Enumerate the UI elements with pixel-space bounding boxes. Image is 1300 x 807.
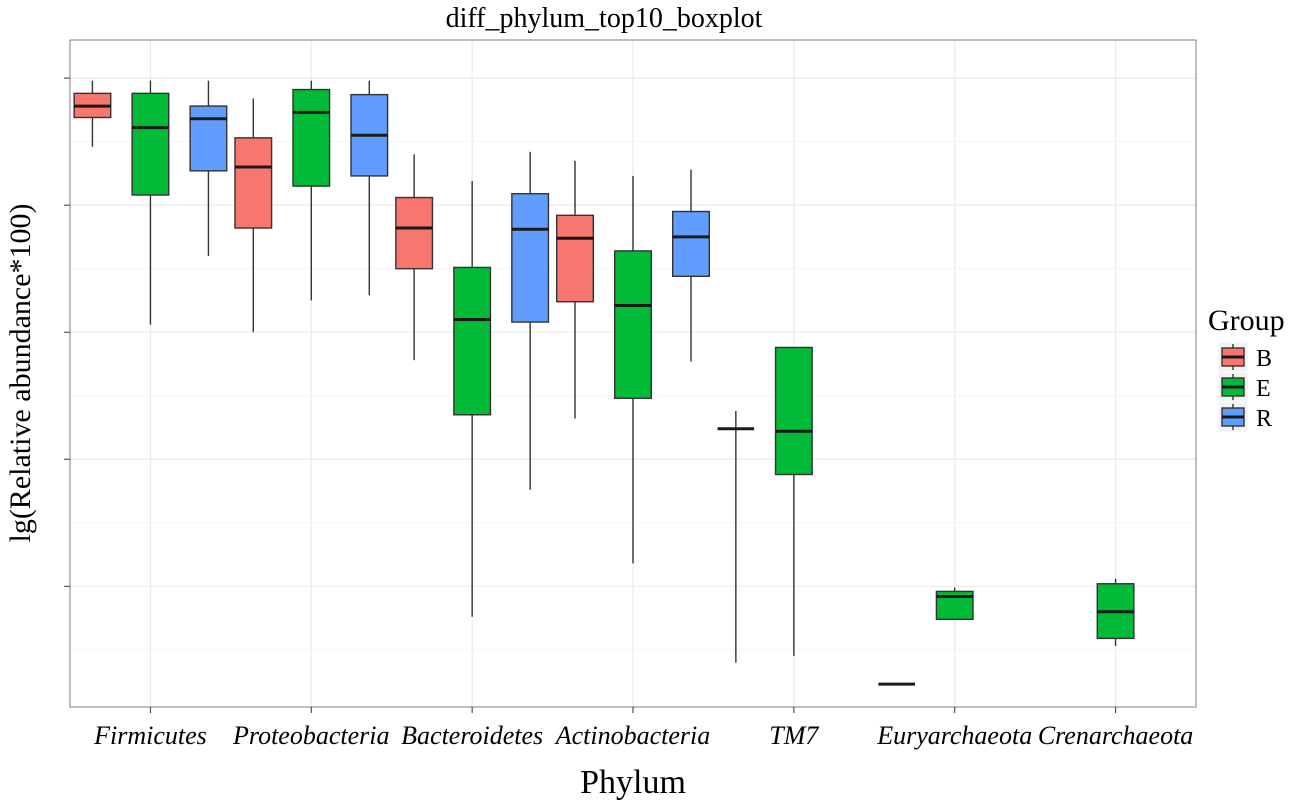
box-iqr bbox=[189, 105, 228, 172]
plot-panel bbox=[69, 39, 1197, 708]
box-firmicutes-R bbox=[189, 80, 228, 256]
box-iqr bbox=[395, 196, 434, 270]
x-tick-label: Euryarchaeota bbox=[876, 721, 1032, 750]
legend: Group BER bbox=[1208, 304, 1285, 433]
y-axis-ticks bbox=[64, 77, 70, 587]
x-tick-label: TM7 bbox=[769, 721, 819, 750]
chart-title: diff_phylum_top10_boxplot bbox=[446, 3, 763, 34]
x-axis: Firmicutes Proteobacteria Bacteroidetes Act… bbox=[93, 707, 1193, 750]
legend-label: R bbox=[1256, 406, 1272, 432]
box-bacteroidetes-B bbox=[395, 154, 434, 361]
box-actinobacteria-R bbox=[672, 169, 711, 362]
box-proteobacteria-R bbox=[350, 80, 389, 296]
x-tick-label: Proteobacteria bbox=[232, 721, 389, 750]
y-axis-label: lg(Relative abundance*100) bbox=[4, 203, 37, 542]
box-firmicutes-B bbox=[73, 80, 112, 147]
legend-entry-R: R bbox=[1217, 401, 1272, 433]
box-iqr bbox=[614, 250, 653, 399]
x-tick-label: Firmicutes bbox=[93, 721, 207, 750]
box-actinobacteria-E bbox=[614, 175, 653, 564]
x-axis-label: Phylum bbox=[580, 764, 686, 801]
box-iqr bbox=[131, 92, 170, 196]
box-iqr bbox=[774, 346, 813, 476]
box-iqr bbox=[234, 137, 273, 229]
box-crenarchaeota-E bbox=[1096, 578, 1135, 647]
box-tm7-E bbox=[774, 346, 813, 657]
box-iqr bbox=[292, 88, 331, 187]
box-firmicutes-E bbox=[131, 80, 170, 325]
x-tick-label: Bacteroidetes bbox=[401, 721, 543, 750]
box-actinobacteria-B bbox=[556, 160, 595, 419]
legend-title: Group bbox=[1208, 304, 1285, 337]
box-iqr bbox=[453, 266, 492, 416]
box-iqr bbox=[556, 214, 595, 303]
box-proteobacteria-E bbox=[292, 80, 331, 301]
x-tick-label: Actinobacteria bbox=[554, 721, 711, 750]
legend-label: B bbox=[1256, 346, 1272, 372]
legend-entry-B: B bbox=[1217, 341, 1272, 373]
legend-label: E bbox=[1256, 376, 1271, 402]
box-bacteroidetes-R bbox=[511, 151, 550, 490]
box-iqr bbox=[511, 193, 550, 323]
box-bacteroidetes-E bbox=[453, 181, 492, 617]
x-tick-label: Crenarchaeota bbox=[1038, 721, 1194, 750]
box-tm7-B bbox=[717, 410, 755, 663]
legend-entry-E: E bbox=[1217, 371, 1271, 403]
box-euryarchaeota-E bbox=[935, 587, 974, 621]
boxes bbox=[73, 80, 1135, 686]
box-iqr bbox=[672, 210, 711, 278]
box-proteobacteria-B bbox=[234, 98, 273, 333]
